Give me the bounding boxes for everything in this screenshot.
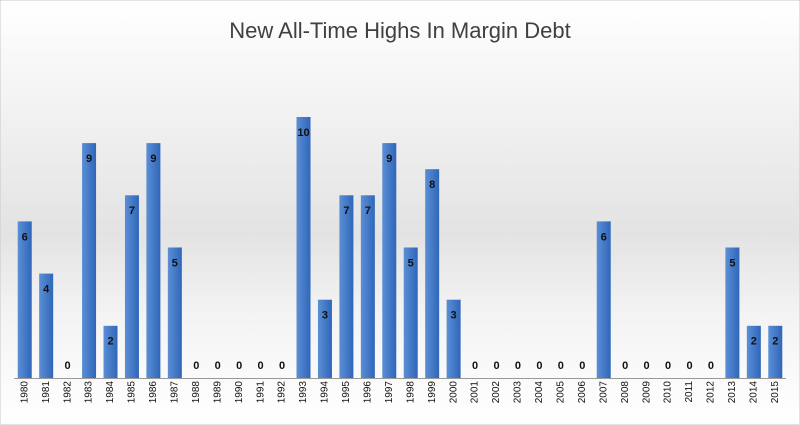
bar (146, 143, 161, 378)
x-tick-label: 2006 (577, 381, 588, 404)
x-tick-label: 1993 (298, 381, 309, 404)
x-tick-label: 2001 (470, 381, 481, 404)
value-label: 7 (129, 205, 135, 217)
value-label: 9 (86, 153, 92, 165)
bar (167, 247, 182, 378)
bar (339, 195, 354, 378)
x-tick-label: 1981 (41, 381, 52, 404)
value-label: 0 (215, 360, 221, 372)
x-tick-label: 1997 (384, 381, 395, 404)
value-label: 7 (343, 205, 349, 217)
x-tick-label: 1982 (62, 381, 73, 404)
x-tick-label: 1984 (105, 381, 116, 404)
x-tick-label: 2007 (598, 381, 609, 404)
x-tick-label: 1985 (127, 381, 138, 404)
x-tick-label: 1998 (405, 381, 416, 404)
value-label: 0 (279, 360, 285, 372)
value-label: 2 (772, 336, 778, 348)
value-label: 7 (365, 205, 371, 217)
value-label: 0 (515, 360, 521, 372)
value-label: 0 (493, 360, 499, 372)
x-tick-label: 2015 (770, 381, 781, 404)
value-label: 6 (601, 231, 607, 243)
value-label: 4 (43, 284, 50, 296)
bar (17, 221, 32, 378)
bar (382, 143, 397, 378)
x-tick-label: 2011 (684, 381, 695, 403)
x-tick-label: 1988 (191, 381, 202, 404)
bar (82, 143, 97, 378)
value-label: 0 (65, 360, 71, 372)
x-tick-label: 2000 (448, 381, 459, 404)
value-label: 0 (708, 360, 714, 372)
x-tick-label: 1980 (19, 381, 30, 404)
value-label: 5 (172, 257, 178, 269)
x-tick-label: 1983 (84, 381, 95, 404)
value-label: 9 (386, 153, 392, 165)
x-tick-label: 2008 (620, 381, 631, 404)
bar (124, 195, 139, 378)
value-label: 6 (22, 231, 28, 243)
x-tick-label: 1990 (234, 381, 245, 404)
value-label: 0 (665, 360, 671, 372)
bar (596, 221, 611, 378)
x-tick-label: 2010 (663, 381, 674, 404)
x-tick-label: 1986 (148, 381, 159, 404)
value-label: 0 (558, 360, 564, 372)
value-label: 5 (729, 257, 735, 269)
bar (725, 247, 740, 378)
bar (403, 247, 418, 378)
value-label: 0 (193, 360, 199, 372)
x-tick-label: 1996 (362, 381, 373, 404)
value-label: 0 (472, 360, 478, 372)
x-tick-label: 1999 (427, 381, 438, 404)
x-tick-label: 1994 (320, 381, 331, 404)
bar (296, 117, 311, 378)
value-label: 5 (408, 257, 414, 269)
x-tick-label: 1987 (169, 381, 180, 404)
x-tick-label: 1995 (341, 381, 352, 404)
value-label: 2 (107, 336, 113, 348)
value-label: 0 (236, 360, 242, 372)
x-tick-label: 2004 (534, 381, 545, 404)
value-label: 8 (429, 179, 435, 191)
x-tick-label: 2003 (513, 381, 524, 404)
x-tick-label: 2005 (555, 381, 566, 404)
value-label: 9 (150, 153, 156, 165)
x-tick-label: 2013 (727, 381, 738, 404)
x-tick-label: 2002 (491, 381, 502, 404)
value-label: 0 (622, 360, 628, 372)
bar (317, 299, 332, 378)
value-label: 0 (258, 360, 264, 372)
bar (746, 325, 761, 378)
x-tick-label: 1992 (277, 381, 288, 404)
bar (39, 273, 54, 378)
x-tick-label: 2012 (706, 381, 717, 404)
bar (446, 299, 461, 378)
bar (103, 325, 118, 378)
x-tick-label: 1989 (212, 381, 223, 404)
x-tick-label: 1991 (255, 381, 266, 404)
bar (360, 195, 375, 378)
value-label: 0 (644, 360, 650, 372)
value-label: 3 (322, 310, 328, 322)
value-label: 2 (751, 336, 757, 348)
value-label: 0 (686, 360, 692, 372)
bar (425, 169, 440, 378)
x-tick-label: 2009 (641, 381, 652, 404)
bar (768, 325, 783, 378)
value-label: 10 (297, 127, 309, 139)
x-tick-label: 2014 (748, 381, 759, 404)
chart-title: New All-Time Highs In Margin Debt (229, 18, 571, 43)
value-label: 0 (536, 360, 542, 372)
value-label: 0 (579, 360, 585, 372)
value-label: 3 (451, 310, 457, 322)
